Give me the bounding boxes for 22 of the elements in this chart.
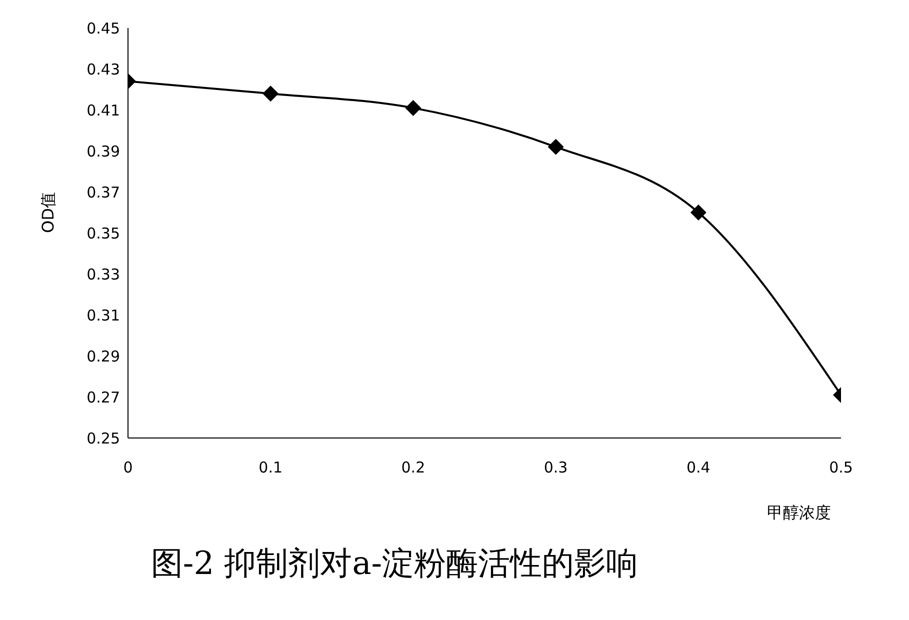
y-axis-title: OD值 (38, 192, 58, 233)
y-tick-label: 0.39 (86, 142, 120, 160)
y-tick-label: 0.25 (86, 429, 120, 448)
x-axis-title: 甲醇浓度 (767, 503, 831, 522)
y-tick-label: 0.27 (86, 388, 120, 406)
y-tick-label: 0.31 (86, 306, 120, 324)
point (405, 100, 422, 116)
x-tick-label: 0.3 (544, 458, 568, 477)
y-tick-label: 0.35 (86, 224, 120, 242)
point (548, 138, 564, 155)
x-tick-label: 0.4 (686, 458, 710, 477)
text: 图-2 抑制剂对a-淀粉酶活性的影响 (150, 543, 640, 584)
y-tick-label: 0.37 (86, 183, 120, 202)
y-tick-label: 0.33 (86, 265, 120, 284)
y-tick-label: 0.45 (86, 19, 120, 38)
y-tick-label: 0.43 (86, 60, 120, 78)
x-tick-label: 0.2 (401, 458, 426, 477)
x-tick-label: 0.1 (258, 458, 283, 477)
y-tick-label: 0.29 (86, 347, 120, 366)
x-tick-label: 0.5 (829, 458, 853, 477)
y-tick-label: 0.41 (86, 101, 120, 120)
x-tick-label: 0 (123, 458, 133, 477)
